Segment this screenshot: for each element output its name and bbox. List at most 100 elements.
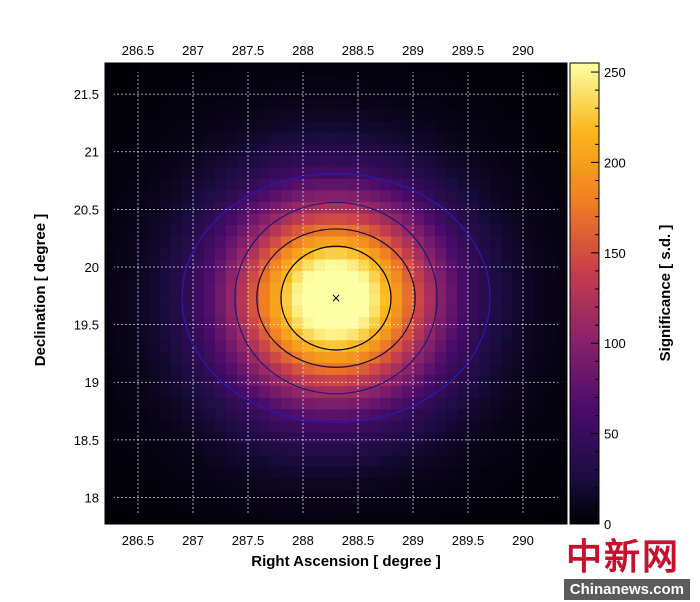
heatmap-cell [556, 362, 567, 375]
heatmap-cell [127, 316, 139, 329]
heatmap-cell [226, 247, 238, 260]
heatmap-cell [160, 247, 172, 260]
heatmap-cell [127, 63, 139, 76]
heatmap-cell [204, 178, 216, 191]
heatmap-cell [237, 374, 249, 387]
heatmap-cell [270, 431, 282, 444]
heatmap-cell [259, 155, 271, 168]
heatmap-cell [193, 166, 205, 179]
heatmap-cell [149, 120, 161, 133]
heatmap-cell [501, 281, 513, 295]
heatmap-cell [193, 143, 205, 156]
heatmap-cell [446, 305, 458, 318]
heatmap-cell [380, 224, 392, 237]
heatmap-cell [512, 443, 524, 456]
heatmap-cell [259, 258, 271, 272]
heatmap-cell [490, 235, 502, 248]
heatmap-cell [336, 351, 348, 364]
heatmap-cell [248, 443, 260, 456]
heatmap-cell [369, 120, 381, 133]
heatmap-cell [127, 143, 139, 156]
heatmap-cell [237, 397, 249, 410]
heatmap-cell [545, 201, 557, 214]
heatmap-cell [391, 512, 403, 524]
heatmap-cell [193, 63, 205, 76]
heatmap-cell [160, 512, 172, 524]
heatmap-cell [479, 385, 491, 398]
heatmap-cell [446, 63, 458, 76]
heatmap-cell [369, 247, 381, 260]
heatmap-cell [116, 305, 128, 318]
heatmap-cell [325, 305, 337, 318]
heatmap-cell [523, 281, 535, 295]
heatmap-cell [292, 281, 304, 295]
heatmap-cell [314, 305, 326, 318]
heatmap-cell [116, 178, 128, 191]
heatmap-cell [468, 339, 480, 352]
heatmap-cell [237, 155, 249, 168]
heatmap-cell [413, 431, 425, 444]
heatmap-cell [193, 201, 205, 214]
heatmap-cell [116, 293, 128, 306]
heatmap-cell [105, 293, 117, 306]
heatmap-cell [490, 270, 502, 283]
heatmap-cell [105, 258, 117, 272]
heatmap-cell [468, 224, 480, 237]
heatmap-cell [127, 477, 139, 491]
heatmap-cell [479, 235, 491, 248]
heatmap-cell [182, 477, 194, 491]
heatmap-cell [457, 281, 469, 295]
chinanews-watermark: 中新网 Chinanews.com [560, 528, 690, 600]
heatmap-cell [336, 63, 348, 76]
heatmap-cell [336, 224, 348, 237]
heatmap-cell [259, 362, 271, 375]
heatmap-cell [380, 235, 392, 248]
heatmap-cell [270, 305, 282, 318]
heatmap-cell [226, 351, 238, 364]
heatmap-cell [347, 328, 359, 341]
heatmap-cell [446, 328, 458, 341]
heatmap-cell [259, 408, 271, 421]
heatmap-cell [193, 408, 205, 421]
heatmap-cell [413, 258, 425, 272]
heatmap-cell [358, 420, 370, 433]
heatmap-cell [127, 132, 139, 145]
heatmap-cell [248, 362, 260, 375]
heatmap-cell [523, 512, 535, 524]
heatmap-cell [270, 201, 282, 214]
heatmap-cell [149, 247, 161, 260]
heatmap-cell [215, 109, 227, 122]
heatmap-cell [325, 224, 337, 237]
heatmap-cell [435, 443, 447, 456]
heatmap-cell [446, 454, 458, 467]
heatmap-cell [182, 397, 194, 410]
heatmap-cell [512, 155, 524, 168]
heatmap-cell [424, 489, 436, 502]
heatmap-cell [556, 500, 567, 514]
heatmap-cell [534, 132, 546, 145]
heatmap-cell [479, 109, 491, 122]
heatmap-cell [457, 258, 469, 272]
heatmap-cell [380, 489, 392, 502]
heatmap-cell [226, 212, 238, 225]
heatmap-cell [171, 74, 183, 87]
heatmap-cell [215, 293, 227, 306]
heatmap-cell [303, 74, 315, 87]
heatmap-cell [226, 466, 238, 479]
heatmap-cell [270, 420, 282, 433]
heatmap-cell [402, 63, 414, 76]
heatmap-cell [105, 132, 117, 145]
heatmap-cell [556, 166, 567, 179]
heatmap-cell [127, 408, 139, 421]
heatmap-cell [424, 454, 436, 467]
heatmap-cell [215, 408, 227, 421]
watermark-english: Chinanews.com [563, 579, 690, 600]
heatmap-cell [270, 316, 282, 329]
heatmap-cell [226, 86, 238, 99]
heatmap-cell [204, 132, 216, 145]
heatmap-cell [193, 132, 205, 145]
heatmap-cell [149, 397, 161, 410]
heatmap-cell [545, 132, 557, 145]
heatmap-cell [435, 489, 447, 502]
heatmap-cell [512, 201, 524, 214]
